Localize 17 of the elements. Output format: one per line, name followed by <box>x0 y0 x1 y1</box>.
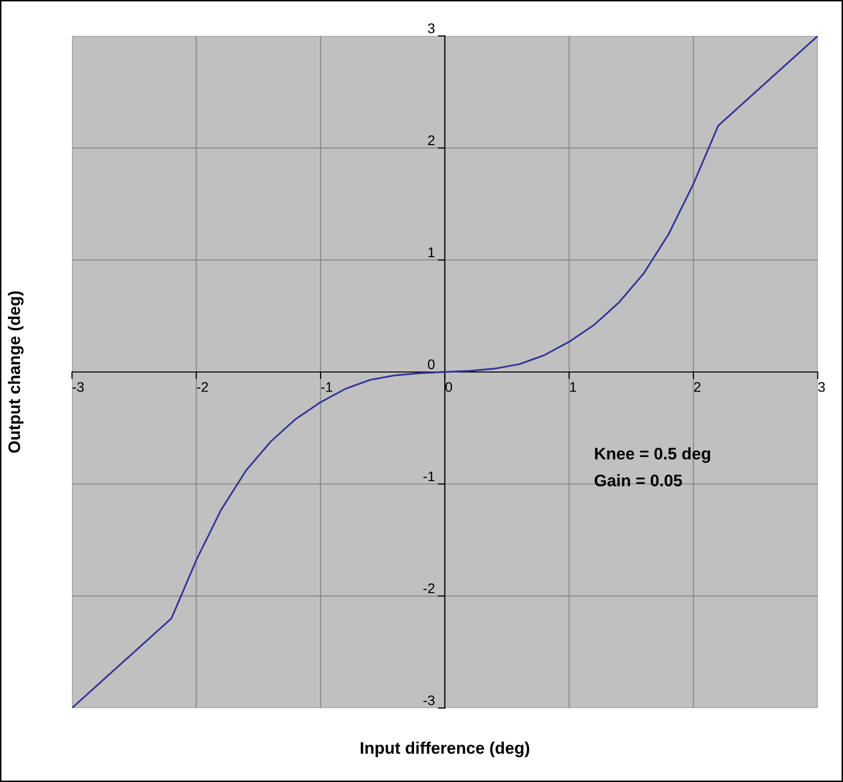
x-tick-label: 1 <box>570 382 576 392</box>
annotation: Knee = 0.5 deg <box>595 447 710 463</box>
y-tick-label: 1 <box>428 248 434 258</box>
x-tick-label: -2 <box>196 382 208 392</box>
y-tick-label: 3 <box>428 23 435 34</box>
x-tick-label: -1 <box>321 382 332 392</box>
y-tick-label: 0 <box>428 359 435 370</box>
y-tick-label: -2 <box>423 583 434 594</box>
x-tick-label: 2 <box>694 382 700 392</box>
y-axis-title: Output change (deg) <box>8 291 24 453</box>
x-tick-label: -3 <box>72 382 84 392</box>
x-axis-title: Input difference (deg) <box>360 742 530 758</box>
annotation: Gain = 0.05 <box>594 474 682 486</box>
x-tick-label: 3 <box>818 382 825 392</box>
y-tick-label: 2 <box>428 135 434 146</box>
y-tick-label: -3 <box>423 695 435 706</box>
y-tick-label: -1 <box>423 472 434 482</box>
